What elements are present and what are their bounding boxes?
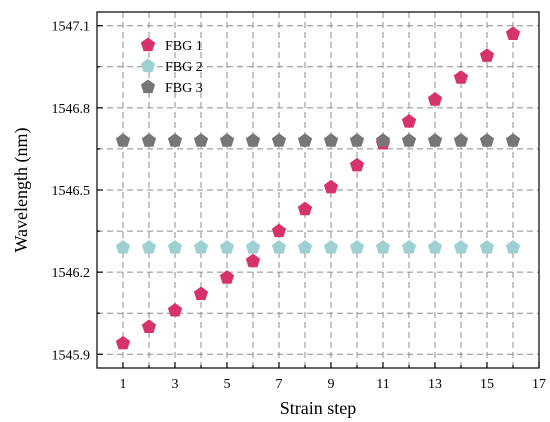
data-point: [427, 240, 443, 254]
data-point: [167, 133, 183, 147]
data-point: [245, 240, 261, 254]
data-point: [297, 133, 313, 147]
data-point: [141, 319, 157, 333]
legend-label: FBG 1: [165, 39, 203, 54]
legend-marker: [140, 37, 156, 52]
x-tick-label: 3: [172, 377, 179, 392]
y-tick-label: 1547.1: [52, 20, 91, 35]
data-point: [323, 133, 339, 147]
data-point: [271, 240, 287, 254]
data-point: [245, 253, 261, 268]
data-point: [193, 133, 209, 147]
data-point: [375, 240, 391, 254]
data-point: [401, 114, 417, 128]
data-point: [479, 133, 495, 147]
series-3: [115, 133, 521, 147]
data-point: [141, 240, 157, 254]
data-point: [167, 240, 183, 254]
data-point: [323, 179, 339, 194]
data-point: [479, 48, 495, 62]
data-point: [115, 133, 131, 147]
data-point: [349, 157, 365, 172]
data-point: [297, 201, 313, 216]
data-point: [271, 133, 287, 147]
data-point: [479, 240, 495, 254]
y-tick-label: 1546.8: [52, 102, 91, 117]
data-point: [349, 240, 365, 254]
x-tick-label: 1: [120, 377, 127, 392]
data-point: [271, 223, 287, 238]
data-point: [427, 92, 443, 106]
data-point: [453, 240, 469, 254]
grid-layer: [97, 12, 539, 368]
data-point: [245, 133, 261, 147]
series-layer: [115, 26, 521, 350]
data-point: [427, 133, 443, 147]
data-point: [115, 335, 131, 350]
data-point: [505, 133, 521, 147]
data-point: [115, 240, 131, 254]
x-tick-label: 15: [480, 377, 494, 392]
y-tick-label: 1546.2: [52, 266, 91, 281]
data-point: [219, 270, 235, 284]
y-axis-label: Wavelength (nm): [11, 127, 32, 252]
y-tick-label: 1545.9: [52, 348, 91, 363]
data-point: [453, 133, 469, 147]
x-tick-label: 9: [328, 377, 335, 392]
data-point: [323, 240, 339, 254]
data-point: [401, 240, 417, 254]
legend: FBG 1 FBG 2 FBG 3: [140, 37, 203, 96]
data-point: [297, 240, 313, 254]
data-point: [193, 286, 209, 301]
legend-marker: [140, 58, 156, 73]
legend-label: FBG 3: [165, 81, 203, 96]
data-point: [219, 240, 235, 254]
y-tick-label: 1546.5: [52, 184, 91, 199]
data-point: [505, 240, 521, 254]
x-tick-label: 5: [224, 377, 231, 392]
x-tick-label: 13: [428, 377, 442, 392]
data-point: [505, 26, 521, 40]
data-point: [141, 133, 157, 147]
data-point: [453, 70, 469, 84]
ticks-layer: 1 3 5 7 9 11 13 15 171545.91546.21546.51546.8154…: [52, 20, 547, 392]
legend-label: FBG 2: [165, 60, 203, 75]
legend-marker: [140, 79, 156, 94]
x-tick-label: 11: [376, 377, 389, 392]
data-point: [167, 302, 183, 317]
series-2: [115, 240, 521, 254]
data-point: [349, 133, 365, 147]
data-point: [219, 133, 235, 147]
x-tick-label: 7: [276, 377, 283, 392]
data-point: [193, 240, 209, 254]
x-tick-label: 17: [532, 377, 546, 392]
data-point: [375, 133, 391, 147]
x-axis-label: Strain step: [280, 398, 357, 418]
data-point: [401, 133, 417, 147]
